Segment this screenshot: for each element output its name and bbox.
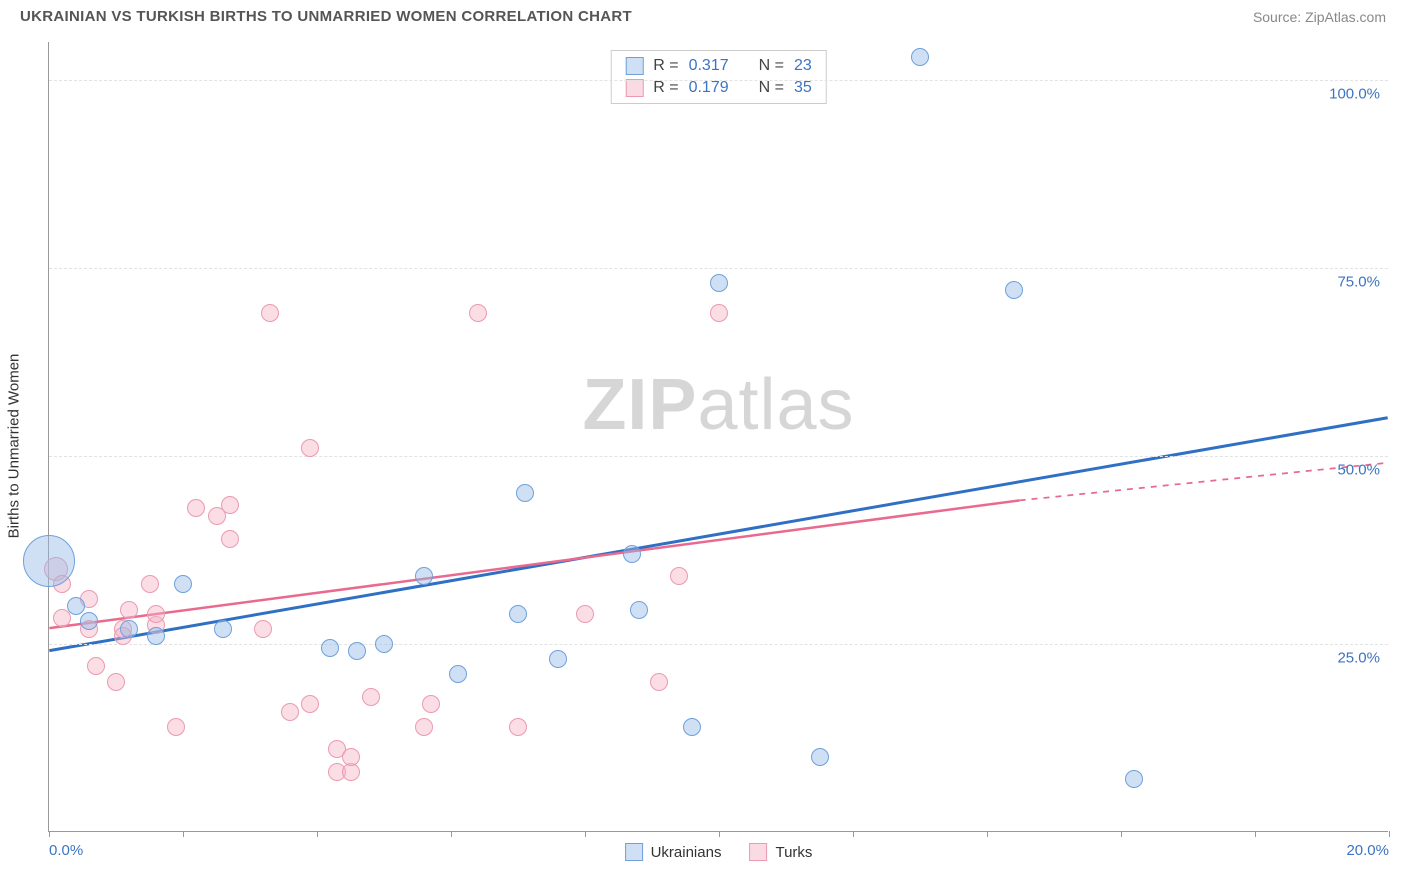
- scatter-point: [23, 535, 75, 587]
- scatter-point: [301, 695, 319, 713]
- scatter-point: [630, 601, 648, 619]
- scatter-point: [221, 530, 239, 548]
- x-tick: [49, 831, 50, 837]
- scatter-point: [187, 499, 205, 517]
- scatter-point: [342, 748, 360, 766]
- stats-legend-box: R = 0.317 N = 23 R = 0.179 N = 35: [610, 50, 827, 104]
- scatter-point: [321, 639, 339, 657]
- scatter-point: [469, 304, 487, 322]
- scatter-point: [214, 620, 232, 638]
- x-tick: [317, 831, 318, 837]
- y-tick-label: 75.0%: [1337, 273, 1380, 290]
- scatter-point: [623, 545, 641, 563]
- scatter-point: [650, 673, 668, 691]
- stats-row: R = 0.317 N = 23: [625, 55, 812, 77]
- stat-n-label: N =: [759, 57, 784, 75]
- scatter-point: [147, 605, 165, 623]
- scatter-point: [811, 748, 829, 766]
- scatter-point: [348, 642, 366, 660]
- bottom-legend: Ukrainians Turks: [625, 843, 813, 861]
- scatter-point: [1125, 770, 1143, 788]
- watermark-bold: ZIP: [582, 365, 697, 445]
- legend-item: Turks: [749, 843, 812, 861]
- scatter-point: [107, 673, 125, 691]
- scatter-point: [549, 650, 567, 668]
- scatter-point: [509, 718, 527, 736]
- scatter-point: [301, 439, 319, 457]
- stat-r-value: 0.179: [689, 79, 729, 97]
- x-tick: [987, 831, 988, 837]
- scatter-point: [362, 688, 380, 706]
- x-tick-label: 20.0%: [1346, 842, 1389, 859]
- scatter-point: [710, 274, 728, 292]
- scatter-point: [415, 718, 433, 736]
- scatter-point: [1005, 281, 1023, 299]
- legend-swatch: [625, 57, 643, 75]
- x-tick: [585, 831, 586, 837]
- scatter-point: [710, 304, 728, 322]
- scatter-point: [422, 695, 440, 713]
- trend-lines: [49, 42, 1388, 831]
- scatter-point: [80, 612, 98, 630]
- scatter-point: [375, 635, 393, 653]
- y-tick-label: 25.0%: [1337, 649, 1380, 666]
- grid-line: [49, 456, 1388, 457]
- x-tick: [183, 831, 184, 837]
- scatter-point: [576, 605, 594, 623]
- x-tick: [853, 831, 854, 837]
- grid-line: [49, 644, 1388, 645]
- scatter-point: [87, 657, 105, 675]
- scatter-point: [261, 304, 279, 322]
- scatter-point: [67, 597, 85, 615]
- stat-n-label: N =: [759, 79, 784, 97]
- source-label: Source: ZipAtlas.com: [1253, 9, 1386, 25]
- x-tick: [1255, 831, 1256, 837]
- legend-swatch: [625, 843, 643, 861]
- scatter-point: [167, 718, 185, 736]
- scatter-point: [147, 627, 165, 645]
- x-tick: [1121, 831, 1122, 837]
- x-tick: [719, 831, 720, 837]
- y-tick-label: 100.0%: [1329, 85, 1380, 102]
- legend-swatch: [749, 843, 767, 861]
- scatter-point: [911, 48, 929, 66]
- scatter-point: [683, 718, 701, 736]
- grid-line: [49, 268, 1388, 269]
- x-tick: [451, 831, 452, 837]
- stat-r-label: R =: [653, 57, 678, 75]
- scatter-point: [415, 567, 433, 585]
- legend-swatch: [625, 79, 643, 97]
- scatter-point: [141, 575, 159, 593]
- x-tick: [1389, 831, 1390, 837]
- legend-label: Turks: [775, 844, 812, 861]
- scatter-point: [509, 605, 527, 623]
- watermark-light: atlas: [697, 365, 854, 445]
- x-tick-label: 0.0%: [49, 842, 83, 859]
- scatter-point: [449, 665, 467, 683]
- stat-r-label: R =: [653, 79, 678, 97]
- grid-line: [49, 80, 1388, 81]
- stat-n-value: 23: [794, 57, 812, 75]
- legend-item: Ukrainians: [625, 843, 722, 861]
- watermark: ZIPatlas: [582, 364, 854, 446]
- y-axis-title: Births to Unmarried Women: [6, 354, 23, 539]
- scatter-point: [516, 484, 534, 502]
- scatter-point: [221, 496, 239, 514]
- y-tick-label: 50.0%: [1337, 461, 1380, 478]
- scatter-point: [254, 620, 272, 638]
- scatter-point: [670, 567, 688, 585]
- legend-label: Ukrainians: [651, 844, 722, 861]
- scatter-point: [120, 601, 138, 619]
- stat-n-value: 35: [794, 79, 812, 97]
- stat-r-value: 0.317: [689, 57, 729, 75]
- scatter-point: [120, 620, 138, 638]
- scatter-point: [281, 703, 299, 721]
- plot-area: ZIPatlas R = 0.317N = 23R = 0.179N = 35 …: [48, 42, 1388, 832]
- chart-title: UKRAINIAN VS TURKISH BIRTHS TO UNMARRIED…: [20, 8, 632, 25]
- scatter-point: [174, 575, 192, 593]
